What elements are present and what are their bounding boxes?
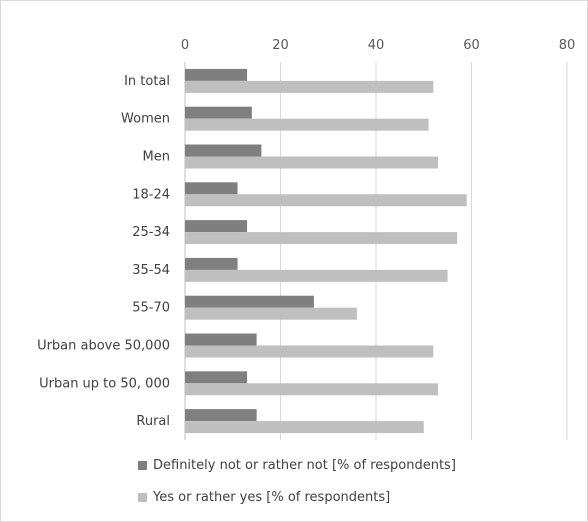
x-tick-label: 20 (272, 38, 289, 53)
bar-yes (185, 269, 448, 282)
legend-label-series-1: Definitely not or rather not [% of respo… (153, 457, 456, 473)
x-tick-label: 40 (368, 38, 385, 53)
bar-yes (185, 118, 429, 131)
x-axis-ticks: 0 20 40 60 80 (181, 38, 575, 53)
category-label: 35-54 (132, 263, 170, 278)
legend-swatch-series-1 (138, 460, 147, 470)
bar-yes (185, 80, 434, 93)
bar-definitely-not (185, 257, 238, 270)
bar-yes (185, 232, 458, 245)
category-label: 55-70 (132, 301, 170, 316)
legend-item-series-2: Yes or rather yes [% of respondents] (138, 488, 456, 506)
category-label: Men (143, 150, 170, 165)
legend: Definitely not or rather not [% of respo… (138, 456, 456, 520)
bar-yes (185, 307, 357, 320)
bar-definitely-not (185, 106, 252, 119)
x-tick-label: 60 (463, 38, 480, 53)
legend-label-series-2: Yes or rather yes [% of respondents] (153, 489, 391, 505)
category-label: Rural (136, 414, 170, 429)
bar-definitely-not (185, 295, 314, 308)
bar-yes (185, 156, 439, 169)
bars (185, 68, 467, 434)
category-label: In total (124, 74, 170, 89)
bar-definitely-not (185, 68, 248, 81)
x-tick-label: 80 (559, 38, 576, 53)
bar-yes (185, 345, 434, 358)
category-labels: In total Women Men 18-24 25-34 35-54 55-70 Urba… (37, 74, 170, 429)
bar-yes (185, 421, 424, 434)
category-label: Urban above 50,000 (37, 339, 170, 354)
category-label: 18-24 (132, 187, 170, 202)
bar-definitely-not (185, 220, 248, 233)
bar-definitely-not (185, 182, 238, 195)
bar-definitely-not (185, 371, 248, 384)
legend-swatch-series-2 (138, 492, 147, 502)
bar-definitely-not (185, 409, 257, 422)
legend-item-series-1: Definitely not or rather not [% of respo… (138, 456, 456, 474)
bar-definitely-not (185, 333, 257, 346)
category-label: Urban up to 50, 000 (39, 376, 170, 391)
category-label: Women (121, 112, 170, 127)
x-tick-label: 0 (181, 38, 189, 53)
bar-yes (185, 383, 439, 396)
bar-definitely-not (185, 144, 262, 157)
category-label: 25-34 (132, 225, 170, 240)
bar-yes (185, 194, 467, 207)
